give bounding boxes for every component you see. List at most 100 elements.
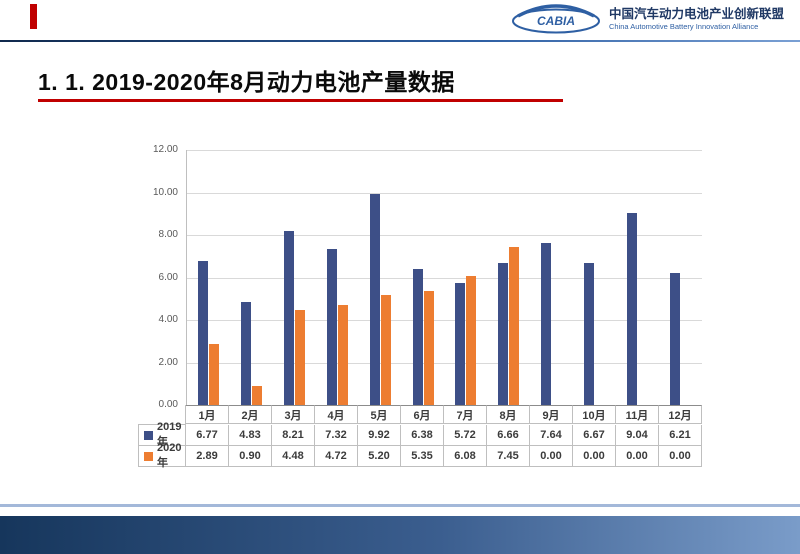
y-tick-label: 12.00 [152,144,178,155]
month-label-8月: 8月 [487,405,530,424]
logo-text: CABIA [537,14,575,28]
gridline [187,150,702,151]
legend-2019年: 2019年 [138,421,186,448]
y-tick-label: 4.00 [158,314,178,325]
month-label-11月: 11月 [616,405,659,424]
value-2019年-3月: 8.21 [272,425,315,446]
y-tick-label: 8.00 [158,229,178,240]
value-2020年-5月: 5.20 [358,446,401,467]
month-label-9月: 9月 [530,405,573,424]
bar-group-8月 [487,150,530,405]
bar-2019年-3月 [283,230,294,405]
month-label-6月: 6月 [401,405,444,424]
bars-container [187,150,702,405]
value-2019年-4月: 7.32 [315,425,358,446]
value-2020年-8月: 7.45 [487,446,530,467]
value-2020年-7月: 6.08 [444,446,487,467]
value-2019年-1月: 6.77 [186,425,229,446]
bar-2019年-9月 [541,242,552,405]
footer-accent-line [0,504,800,507]
bar-group-7月 [445,150,488,405]
legend-label: 2019年 [157,421,182,448]
bar-2020年-7月 [466,275,477,405]
org-text: 中国汽车动力电池产业创新联盟 China Automotive Battery … [609,7,784,32]
value-2019年-5月: 9.92 [358,425,401,446]
bar-2019年-5月 [369,194,380,405]
value-2020年-11月: 0.00 [616,446,659,467]
title-underline [38,99,563,102]
bar-group-9月 [530,150,573,405]
y-axis: 0.00 2.00 4.00 6.00 8.00 10.00 12.00 [138,144,186,410]
gridline [187,320,702,321]
battery-production-chart: 0.00 2.00 4.00 6.00 8.00 10.00 12.00 1月 2月 3月 4月 5… [138,144,702,469]
value-2019年-9月: 7.64 [530,425,573,446]
bar-group-10月 [573,150,616,405]
page-title: 1. 1. 2019-2020年8月动力电池产量数据 [38,69,455,95]
value-2019年-12月: 6.21 [659,425,702,446]
bar-group-3月 [273,150,316,405]
gridline [187,192,702,194]
header-divider [0,40,800,42]
month-label-2月: 2月 [229,405,272,424]
value-2020年-6月: 5.35 [401,446,444,467]
y-tick-label: 6.00 [158,271,178,283]
legend-swatch-2019年 [144,430,153,440]
org-name-en: China Automotive Battery Innovation Alli… [608,22,759,32]
y-tick-label: 10.00 [152,186,178,198]
bar-group-6月 [402,150,445,405]
legend-swatch-2020年 [144,451,153,461]
value-2020年-2月: 0.90 [229,446,272,467]
bar-2019年-6月 [412,269,423,405]
bar-2019年-10月 [584,263,595,405]
cabia-logo: CABIA [511,4,600,34]
bar-group-12月 [659,150,702,405]
bar-2020年-4月 [337,304,348,405]
y-tick-label: 0.00 [158,399,178,410]
bar-2020年-2月 [251,385,262,405]
bar-group-1月 [187,150,230,405]
value-2019年-6月: 6.38 [401,425,444,446]
bar-2020年-8月 [509,246,520,405]
gridline [187,362,702,364]
bar-group-4月 [316,150,359,405]
bar-2020年-1月 [208,343,219,405]
month-label-10月: 10月 [573,405,616,424]
table-corner-cell [138,405,186,425]
gridline [187,235,702,236]
value-2020年-10月: 0.00 [573,446,616,467]
red-accent-mark [30,4,37,29]
value-2019年-11月: 9.04 [616,425,659,446]
month-label-7月: 7月 [444,405,487,424]
value-2020年-4月: 4.72 [315,446,358,467]
bar-2019年-12月 [670,273,681,405]
bar-2019年-8月 [498,263,509,405]
bar-group-2月 [230,150,273,405]
value-2020年-3月: 4.48 [272,446,315,467]
value-2019年-8月: 6.66 [487,425,530,446]
plot-area [186,150,702,405]
month-label-5月: 5月 [358,405,401,424]
legend-label: 2020年 [157,442,182,469]
month-label-3月: 3月 [272,405,315,424]
y-tick-label: 2.00 [158,356,178,368]
legend-2020年: 2020年 [138,442,186,469]
bar-2020年-5月 [380,294,391,405]
month-label-4月: 4月 [315,405,358,424]
header: CABIA 中国汽车动力电池产业创新联盟 China Automotive Ba… [510,3,784,35]
gridline [187,277,702,279]
bar-2019年-7月 [455,283,466,405]
month-label-1月: 1月 [186,405,229,424]
value-2020年-1月: 2.89 [186,446,229,467]
value-2019年-2月: 4.83 [229,425,272,446]
bar-2020年-6月 [423,291,434,405]
footer-band [0,516,800,554]
value-2020年-9月: 0.00 [530,446,573,467]
value-2019年-10月: 6.67 [573,425,616,446]
bar-2020年-3月 [294,309,305,405]
value-2020年-12月: 0.00 [659,446,702,467]
bar-group-5月 [359,150,402,405]
value-2019年-7月: 5.72 [444,425,487,446]
org-name-cn: 中国汽车动力电池产业创新联盟 [608,6,784,21]
bar-group-11月 [616,150,659,405]
bar-2019年-11月 [627,212,638,405]
